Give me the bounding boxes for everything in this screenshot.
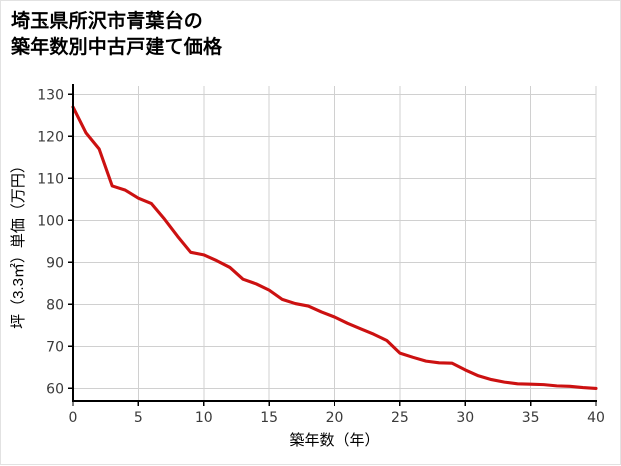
x-tick-label: 5	[134, 410, 143, 426]
y-tick-label: 70	[46, 339, 64, 355]
x-axis-title: 築年数（年）	[289, 431, 379, 449]
grid-lines	[73, 86, 597, 401]
y-tick-label: 80	[46, 297, 64, 313]
x-tick-label: 10	[195, 410, 213, 426]
x-tick-label: 40	[587, 410, 605, 426]
x-axis-ticks: 0 5 10 15 20 25 30 35 40	[69, 401, 605, 426]
page-title: 埼玉県所沢市青葉台の 築年数別中古戸建て価格	[11, 11, 223, 58]
y-axis-title: 坪（3.3㎡）単価（万円）	[10, 158, 27, 329]
y-tick-label: 100	[37, 213, 64, 229]
y-tick-label: 130	[37, 87, 64, 103]
x-tick-label: 15	[260, 410, 278, 426]
y-tick-label: 120	[37, 129, 64, 145]
x-tick-label: 25	[391, 410, 409, 426]
data-series-line	[71, 105, 598, 390]
x-tick-label: 0	[69, 410, 78, 426]
y-tick-label: 90	[46, 255, 64, 271]
y-tick-label: 60	[46, 381, 64, 397]
x-tick-label: 20	[326, 410, 344, 426]
y-axis-ticks: 60 70 80 90 100 110 120 130	[37, 87, 73, 397]
series-lines	[71, 105, 598, 390]
x-tick-label: 30	[456, 410, 474, 426]
y-tick-label: 110	[37, 171, 64, 187]
x-tick-label: 35	[522, 410, 540, 426]
